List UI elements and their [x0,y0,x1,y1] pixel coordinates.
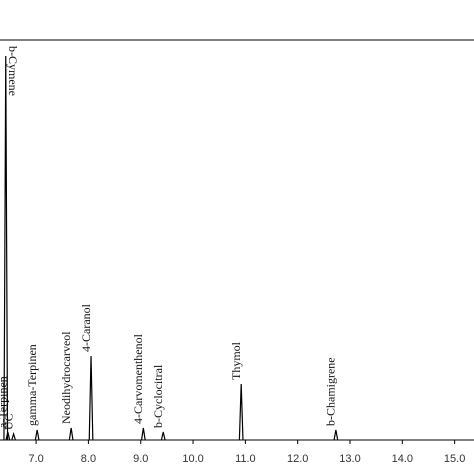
peak [160,431,166,441]
peak-label: b-Cymene [6,46,20,96]
peak-label: b-Chamigrene [324,357,338,426]
x-tick-label: 9.0 [133,453,148,465]
x-tick-label: 13.0 [339,453,360,465]
x-tick-label: 15.0 [444,453,465,465]
peak [333,429,339,441]
peak-label: a-Terpinen [0,376,10,428]
x-tick-label: 8.0 [81,453,96,465]
peak-label: Neodihydrocarveol [59,331,73,424]
x-tick-label: 11.0 [235,453,256,465]
peak [68,427,74,441]
peak-label: UC [1,413,15,430]
peak-label: gamma-Terpinen [25,344,39,426]
peak-label: Thymol [229,341,243,380]
peak [34,429,40,441]
peak-label: b-Cyclocitral [151,364,165,428]
x-tick-label: 10.0 [182,453,203,465]
x-tick-label: 14.0 [392,453,413,465]
x-tick-label: 7.0 [28,453,43,465]
peak [3,55,9,441]
peak [140,427,146,441]
peak [238,383,244,441]
peak [11,431,16,441]
peak-label: 4-Carvomenthenol [131,333,145,424]
x-tick-label: 12.0 [287,453,308,465]
peak-label: 4-Caranol [79,303,93,352]
peak [88,355,94,441]
